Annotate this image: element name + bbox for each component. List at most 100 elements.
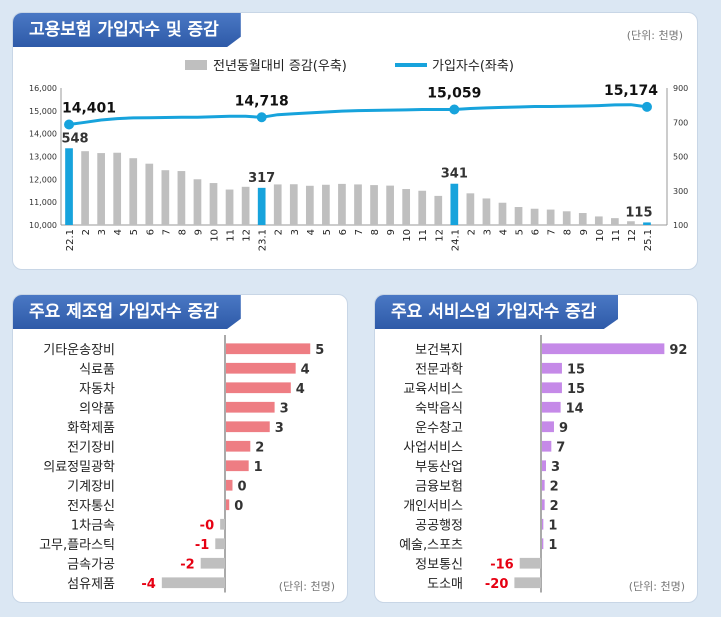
left-axis-tick-label: 12,000: [29, 175, 57, 184]
legend-label-bar: 전년동월대비 증감(우축): [213, 59, 347, 74]
bar-positive: [542, 518, 544, 530]
bar-data-label: 548: [61, 131, 88, 146]
category-label: 기계장비: [67, 479, 115, 494]
category-label: 정보통신: [415, 557, 463, 572]
category-label: 1차금속: [71, 518, 115, 533]
bar-yoy-change: [338, 183, 346, 225]
category-label: 금속가공: [67, 557, 115, 572]
bar-value-label: -2: [180, 557, 194, 572]
left-axis-tick-label: 16,000: [29, 84, 57, 93]
bar-value-label: 15: [567, 362, 585, 377]
services-unit-label: (단위: 천명): [628, 580, 685, 593]
subscribers-panel: 고용보험 가입자수 및 증감 (단위: 천명) 전년동월대비 증감(우축) 가입자…: [12, 12, 698, 270]
manufacturing-unit-label: (단위: 천명): [278, 580, 335, 593]
bar-value-label: 4: [301, 362, 310, 377]
bar-yoy-change: [578, 213, 587, 225]
services-panel: 주요 서비스업 가입자수 증감 (단위: 천명) 보건복지 92 전문과학 15 교육서…: [374, 294, 698, 603]
x-axis-tick-label: 12: [627, 229, 638, 242]
line-data-label: 14,401: [62, 101, 116, 117]
bar-yoy-change: [257, 187, 266, 225]
line-marker: [641, 101, 652, 112]
bar-positive: [542, 479, 545, 491]
category-label: 사업서비스: [403, 440, 463, 455]
bar-negative: [215, 538, 225, 550]
bar-yoy-change: [305, 185, 314, 225]
line-data-label: 14,718: [235, 93, 289, 109]
bar-value-label: -16: [490, 557, 513, 572]
category-label: 섬유제품: [67, 577, 115, 592]
x-axis-tick-label: 2: [274, 229, 285, 235]
bar-yoy-change: [594, 216, 603, 225]
x-axis-tick-label: 10: [595, 229, 606, 242]
bar-yoy-change: [322, 184, 330, 225]
bar-yoy-change: [450, 183, 459, 225]
line-marker: [256, 112, 267, 123]
bar-positive: [226, 401, 275, 413]
x-axis-tick-label: 10: [210, 229, 221, 242]
bar-negative: [161, 577, 225, 589]
bar-positive: [542, 421, 554, 433]
category-label: 교육서비스: [403, 382, 463, 397]
manufacturing-chart: 기타운송장비 5 식료품 4 자동차 4 의약품 3 화학제품 3 전기장비 2 의료정밀광학 1 기계장비…: [39, 335, 324, 593]
category-label: 도소매: [427, 577, 463, 592]
bar-value-label: 92: [669, 343, 687, 358]
x-axis-tick-label: 11: [226, 229, 237, 242]
bar-yoy-change: [289, 184, 298, 225]
category-label: 예술,스포츠: [399, 538, 463, 553]
manufacturing-panel-title: 주요 제조업 가입자수 증감: [13, 295, 241, 329]
category-label: 금융보험: [415, 479, 463, 494]
x-axis-tick-label: 3: [482, 229, 493, 235]
bar-yoy-change: [627, 221, 635, 225]
bar-value-label: 1: [548, 538, 557, 553]
bar-yoy-change: [225, 189, 234, 225]
line-data-label: 15,174: [604, 83, 658, 99]
subscribers-chart: 전년동월대비 증감(우축) 가입자수(좌축) 10,000 11,000 12,000 1…: [29, 59, 688, 251]
bar-value-label: 7: [556, 440, 565, 455]
bar-positive: [226, 460, 249, 472]
x-axis-tick-label: 25.1: [643, 229, 654, 251]
x-axis-tick-label: 12: [434, 229, 445, 242]
x-axis-tick-label: 4: [306, 229, 317, 235]
category-label: 공공행정: [415, 517, 463, 533]
bar-yoy-change: [562, 211, 571, 225]
bar-value-label: 0: [237, 479, 246, 494]
right-axis-tick-label: 300: [673, 187, 688, 196]
bar-value-label: 4: [296, 382, 305, 397]
left-axis-tick-label: 15,000: [29, 107, 57, 116]
bar-positive: [542, 440, 552, 452]
bar-value-label: 15: [567, 382, 585, 397]
bar-yoy-change: [241, 186, 250, 225]
x-axis-tick-label: 22.1: [65, 229, 76, 251]
bar-data-label: 341: [441, 167, 468, 182]
category-label: 자동차: [79, 382, 115, 397]
x-axis-tick-label: 2: [81, 229, 92, 235]
bar-yoy-change: [434, 195, 443, 225]
bar-positive: [542, 362, 562, 374]
x-axis-tick-label: 4: [113, 229, 124, 235]
left-axis-tick-label: 13,000: [29, 153, 57, 162]
bar-yoy-change: [370, 185, 378, 225]
x-axis-tick-label: 6: [338, 229, 349, 235]
bar-positive: [226, 499, 230, 511]
bar-data-label: 317: [248, 171, 275, 186]
bar-yoy-change: [611, 218, 619, 225]
bar-value-label: 3: [275, 421, 284, 436]
subscribers-unit-label: (단위: 천명): [626, 29, 683, 42]
bar-yoy-change: [177, 171, 186, 225]
bar-positive: [226, 421, 270, 433]
bar-value-label: 9: [559, 421, 568, 436]
bar-positive: [542, 460, 546, 472]
bar-value-label: -20: [485, 577, 509, 592]
bar-yoy-change: [354, 184, 362, 225]
bar-yoy-change: [161, 170, 170, 225]
x-axis-tick-label: 4: [498, 229, 509, 235]
category-label: 개인서비스: [403, 499, 463, 514]
x-axis-tick-label: 7: [547, 229, 558, 235]
subscribers-line: [68, 103, 648, 126]
bar-yoy-change: [81, 151, 89, 225]
bar-value-label: 0: [234, 499, 243, 514]
bar-value-label: 1: [548, 518, 557, 533]
x-axis-tick-label: 5: [322, 229, 333, 235]
bar-yoy-change: [418, 190, 427, 225]
bar-yoy-change: [466, 193, 475, 225]
